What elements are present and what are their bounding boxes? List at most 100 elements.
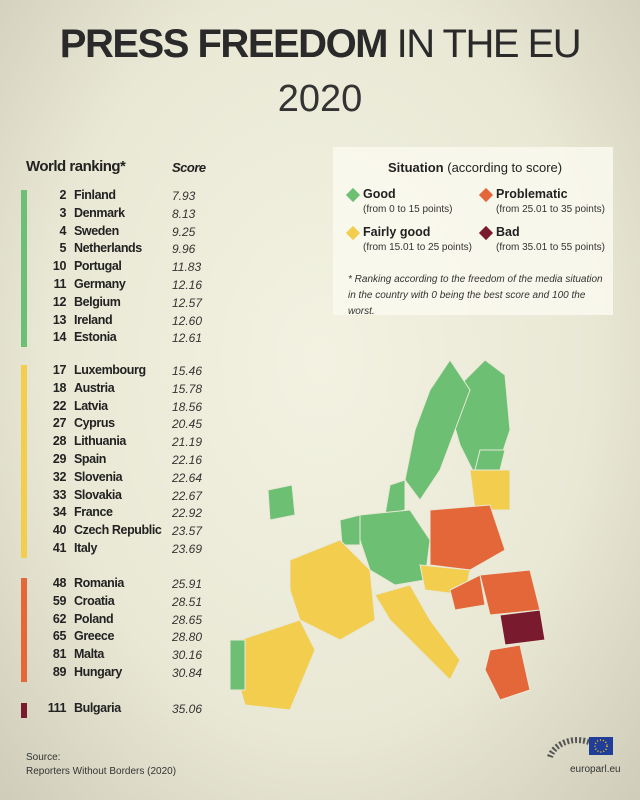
score: 7.93 bbox=[172, 189, 196, 203]
group-bar bbox=[21, 703, 27, 718]
country: Austria bbox=[74, 380, 115, 395]
country: Czech Republic bbox=[74, 523, 162, 538]
country: Luxembourg bbox=[74, 363, 146, 377]
rank: 34 bbox=[52, 505, 67, 520]
title: PRESS FREEDOM IN THE EU bbox=[0, 22, 640, 67]
legend: Situation (according to score) Good (from… bbox=[333, 147, 613, 315]
legend-label: Fairly good bbox=[363, 225, 431, 239]
score: 8.13 bbox=[172, 206, 196, 221]
score: 12.16 bbox=[172, 278, 203, 292]
score: 22.67 bbox=[172, 488, 203, 503]
rank: 111 bbox=[47, 701, 67, 715]
legend-range: (from 25.01 to 35 points) bbox=[496, 204, 605, 215]
poland bbox=[429, 504, 506, 571]
benelux bbox=[339, 514, 361, 546]
legend-range: (from 0 to 15 points) bbox=[363, 204, 453, 215]
group-bar bbox=[21, 365, 27, 558]
rank: 32 bbox=[52, 469, 67, 484]
legend-swatch bbox=[478, 225, 494, 241]
score: 28.51 bbox=[172, 594, 203, 609]
country: Ireland bbox=[74, 312, 113, 327]
rank: 11 bbox=[53, 277, 67, 291]
map bbox=[229, 359, 546, 711]
legend-range: (from 15.01 to 25 points) bbox=[363, 242, 472, 253]
year: 2020 bbox=[277, 78, 363, 120]
score: 23.57 bbox=[172, 524, 203, 539]
score: 23.69 bbox=[172, 542, 203, 556]
rank: 59 bbox=[52, 593, 67, 608]
country: Malta bbox=[74, 647, 104, 662]
score: 11.83 bbox=[172, 260, 202, 275]
estonia bbox=[474, 449, 506, 471]
country: Estonia bbox=[74, 330, 117, 345]
legend-label: Bad bbox=[496, 225, 520, 239]
rank: 18 bbox=[52, 380, 67, 395]
rank: 13 bbox=[52, 312, 67, 327]
rank: 62 bbox=[52, 611, 67, 626]
title-bold: PRESS FREEDOM bbox=[59, 22, 389, 66]
rank: 81 bbox=[52, 647, 67, 662]
rank: 14 bbox=[52, 330, 67, 345]
country: Lithuania bbox=[74, 434, 126, 449]
rank: 5 bbox=[59, 241, 66, 256]
country: Portugal bbox=[74, 259, 122, 274]
country: Greece bbox=[74, 629, 114, 644]
portugal bbox=[229, 639, 246, 691]
italy bbox=[374, 584, 461, 681]
rank: 65 bbox=[52, 629, 67, 644]
legend-title: Situation bbox=[388, 160, 444, 175]
country: Belgium bbox=[74, 294, 121, 309]
legend-swatch bbox=[345, 187, 361, 203]
rank: 89 bbox=[52, 665, 67, 679]
score: 22.16 bbox=[172, 453, 203, 467]
rank: 17 bbox=[52, 363, 67, 377]
score: 30.16 bbox=[172, 648, 203, 663]
rank: 29 bbox=[52, 452, 67, 466]
score: 30.84 bbox=[172, 666, 203, 680]
score: 18.56 bbox=[172, 399, 203, 414]
legend-swatch bbox=[478, 187, 494, 203]
score: 28.65 bbox=[172, 612, 203, 627]
score: 15.46 bbox=[172, 364, 203, 378]
rank: 10 bbox=[52, 259, 67, 274]
rank: 28 bbox=[52, 434, 67, 449]
hungary bbox=[449, 574, 486, 611]
sweden bbox=[404, 359, 471, 501]
rank-header: World ranking* bbox=[26, 158, 126, 175]
country: France bbox=[74, 505, 113, 520]
country: Bulgaria bbox=[74, 701, 121, 715]
country: Slovakia bbox=[74, 487, 122, 502]
score-header: Score bbox=[172, 160, 206, 175]
score: 35.06 bbox=[172, 702, 203, 716]
country: Hungary bbox=[74, 665, 122, 679]
greece bbox=[484, 644, 531, 701]
ireland bbox=[267, 484, 296, 521]
rank: 41 bbox=[52, 541, 67, 555]
legend-subtitle: (according to score) bbox=[447, 160, 563, 175]
legend-label: Good bbox=[363, 187, 396, 201]
country: Slovenia bbox=[74, 469, 123, 484]
score: 22.92 bbox=[172, 506, 203, 521]
score: 22.64 bbox=[172, 470, 203, 485]
score: 20.45 bbox=[172, 417, 203, 432]
bulgaria bbox=[499, 609, 546, 646]
score: 21.19 bbox=[172, 435, 203, 450]
rank: 4 bbox=[59, 223, 66, 238]
country: Sweden bbox=[74, 223, 119, 238]
romania bbox=[479, 569, 541, 616]
rank: 27 bbox=[52, 416, 67, 431]
legend-label: Problematic bbox=[496, 187, 568, 201]
country: Romania bbox=[74, 576, 124, 590]
score: 12.60 bbox=[172, 313, 203, 328]
country: Poland bbox=[74, 611, 114, 626]
country: Latvia bbox=[74, 398, 108, 413]
legend-swatch bbox=[345, 225, 361, 241]
baltics bbox=[469, 469, 511, 511]
rank: 40 bbox=[52, 523, 67, 538]
logo bbox=[547, 737, 613, 759]
legend-range: (from 35.01 to 55 points) bbox=[496, 242, 605, 253]
country: Finland bbox=[74, 188, 116, 202]
source-label: Source: bbox=[26, 752, 61, 763]
rank: 33 bbox=[52, 487, 67, 502]
